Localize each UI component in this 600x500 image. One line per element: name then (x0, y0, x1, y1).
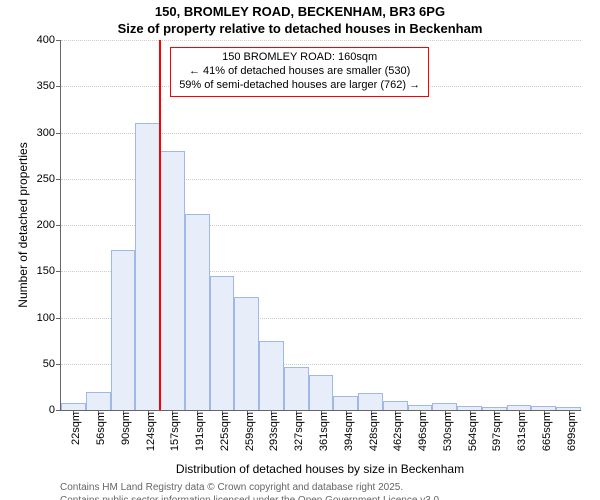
plot-area: 050100150200250300350400 22sqm56sqm90sqm… (60, 40, 581, 411)
marker-line (159, 40, 161, 410)
xtick-label: 157sqm (169, 412, 181, 451)
ytick-label: 350 (37, 80, 61, 92)
annotation-line-3: 59% of semi-detached houses are larger (… (179, 79, 420, 93)
xtick-label: 361sqm (318, 412, 330, 451)
histogram-bar (210, 276, 235, 410)
xtick-label: 22sqm (70, 412, 82, 445)
histogram-bar (284, 367, 309, 410)
xtick-label: 394sqm (343, 412, 355, 451)
histogram-bar (61, 403, 86, 410)
chart-container: 150, BROMLEY ROAD, BECKENHAM, BR3 6PG Si… (0, 0, 600, 500)
xtick-label: 191sqm (194, 412, 206, 451)
ytick-label: 400 (37, 34, 61, 46)
xtick-label: 530sqm (442, 412, 454, 451)
xtick-label: 293sqm (268, 412, 280, 451)
xtick-label: 597sqm (491, 412, 503, 451)
histogram-bar (234, 297, 259, 410)
xtick-label: 665sqm (541, 412, 553, 451)
xtick-label: 564sqm (467, 412, 479, 451)
footer-attribution: Contains HM Land Registry data © Crown c… (60, 482, 580, 500)
xtick-label: 462sqm (392, 412, 404, 451)
xtick-label: 327sqm (293, 412, 305, 451)
x-axis-label: Distribution of detached houses by size … (60, 462, 580, 476)
ytick-label: 150 (37, 265, 61, 277)
histogram-bar (185, 214, 210, 410)
annotation-box: 150 BROMLEY ROAD: 160sqm ← 41% of detach… (170, 47, 429, 96)
ytick-label: 100 (37, 312, 61, 324)
histogram-bar (135, 123, 160, 410)
xtick-label: 225sqm (219, 412, 231, 451)
xtick-label: 56sqm (95, 412, 107, 445)
annotation-line-2: ← 41% of detached houses are smaller (53… (179, 65, 420, 79)
xtick-label: 631sqm (516, 412, 528, 451)
xtick-label: 124sqm (145, 412, 157, 451)
ytick-label: 200 (37, 219, 61, 231)
chart-title-line2: Size of property relative to detached ho… (0, 21, 600, 36)
histogram-bar (111, 250, 136, 410)
histogram-bar (160, 151, 185, 410)
annotation-line-1: 150 BROMLEY ROAD: 160sqm (179, 51, 420, 65)
ytick-label: 50 (43, 358, 61, 370)
ytick-label: 250 (37, 173, 61, 185)
chart-title-line1: 150, BROMLEY ROAD, BECKENHAM, BR3 6PG (0, 4, 600, 19)
xtick-label: 428sqm (368, 412, 380, 451)
histogram-bar (432, 403, 457, 410)
xtick-label: 259sqm (244, 412, 256, 451)
xtick-label: 699sqm (566, 412, 578, 451)
xtick-label: 496sqm (417, 412, 429, 451)
histogram-bar (383, 401, 408, 410)
footer-line-1: Contains HM Land Registry data © Crown c… (60, 482, 580, 495)
y-axis-label: Number of detached properties (16, 142, 30, 307)
histogram-bar (259, 341, 284, 410)
histogram-bar (333, 396, 358, 410)
xtick-label: 90sqm (120, 412, 132, 445)
histogram-bar (86, 392, 111, 411)
footer-line-2: Contains public sector information licen… (60, 495, 580, 500)
gridline (61, 40, 581, 41)
ytick-label: 0 (49, 404, 61, 416)
histogram-bar (358, 393, 383, 410)
histogram-bar (309, 375, 334, 410)
ytick-label: 300 (37, 127, 61, 139)
